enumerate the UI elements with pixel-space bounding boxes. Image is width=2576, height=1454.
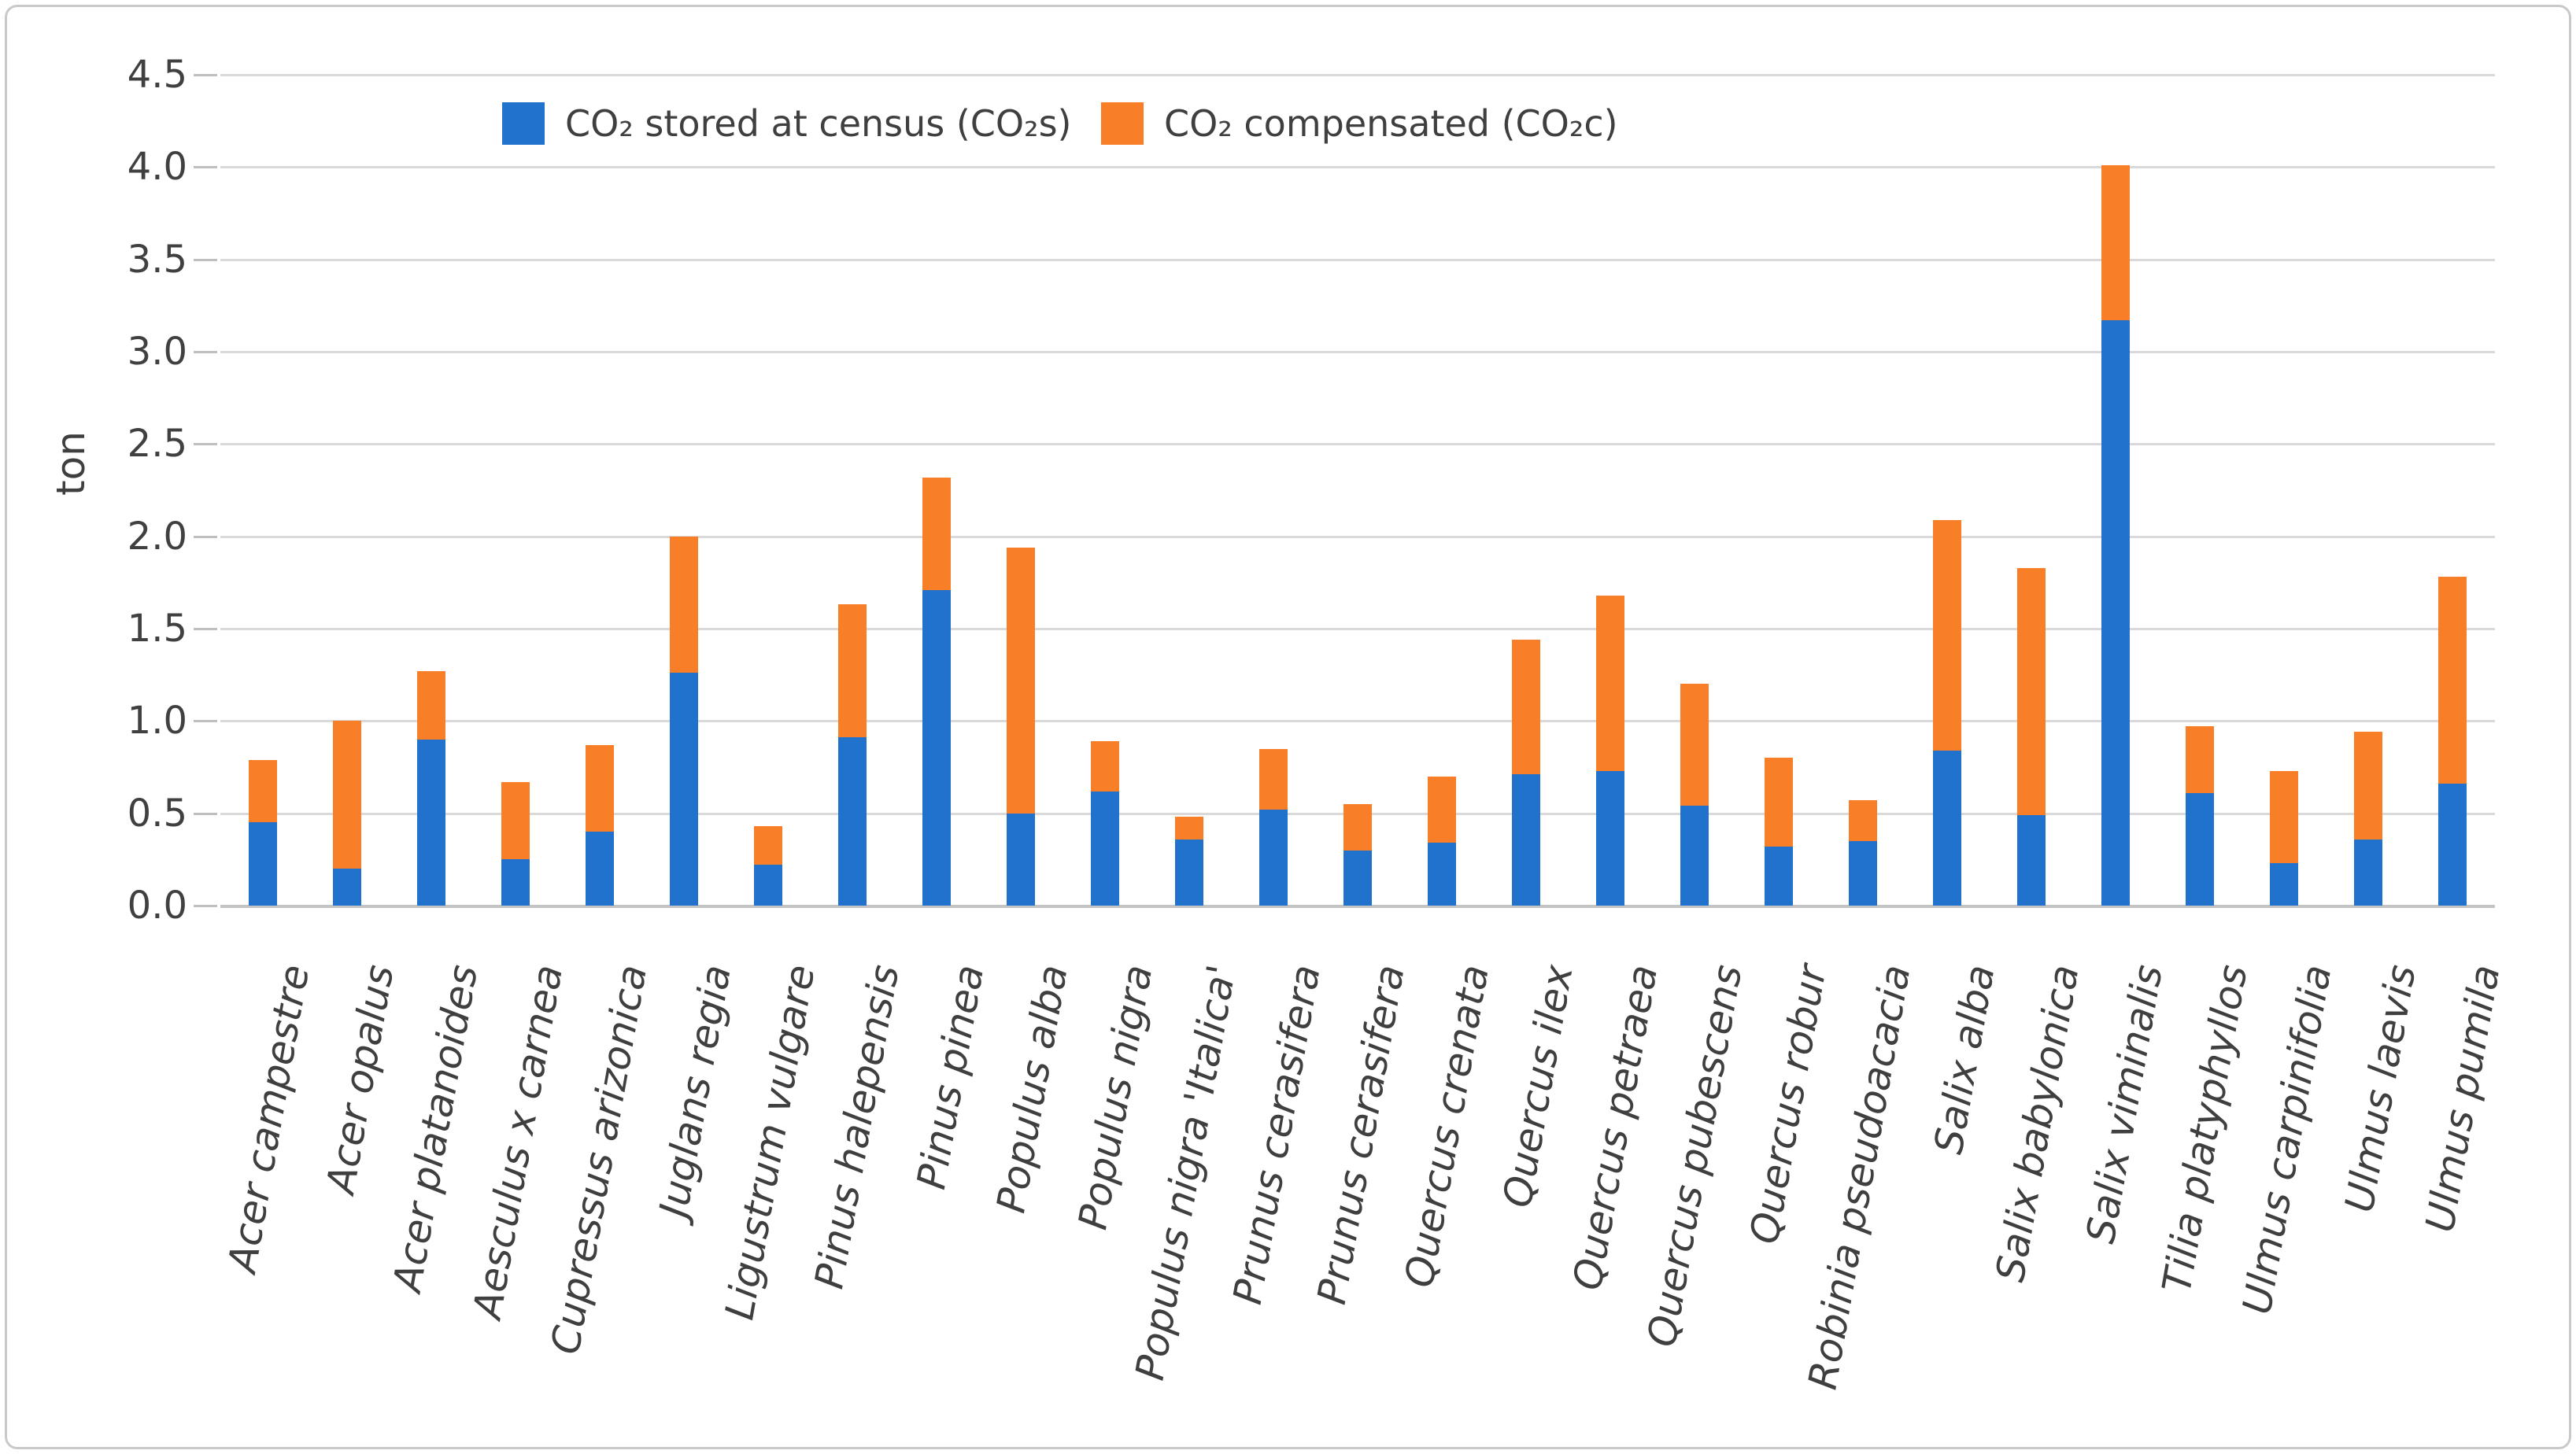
y-axis-tick-label: 4.0: [127, 145, 187, 190]
y-axis-tick-label: 0.0: [127, 884, 187, 928]
y-axis-tick: [194, 627, 217, 630]
bar-co2s-segment: [1933, 750, 1962, 906]
y-axis-tick: [194, 350, 217, 353]
y-axis-tick-label: 3.5: [127, 237, 187, 282]
bar-co2s-segment: [1343, 850, 1372, 906]
y-axis-tick-label: 4.5: [127, 52, 187, 97]
bar-co2s-segment: [1428, 843, 1457, 906]
bar-co2c-segment: [2270, 770, 2299, 864]
y-axis-tick: [194, 258, 217, 261]
y-axis-tick-label: 2.5: [127, 422, 187, 467]
bar-co2s-segment: [753, 865, 782, 906]
bar-co2s-segment: [922, 589, 951, 906]
bar-co2c-segment: [1258, 748, 1288, 810]
y-axis-tick-label: 1.5: [127, 606, 187, 651]
y-axis-tick: [194, 166, 217, 169]
gridline: [220, 443, 2495, 446]
bar-co2s-segment: [2270, 863, 2299, 906]
bar-co2s-segment: [1596, 770, 1625, 906]
y-axis-tick: [194, 73, 217, 76]
bar-co2c-segment: [837, 604, 867, 738]
y-axis-tick: [194, 905, 217, 907]
bar-co2s-segment: [1765, 846, 1794, 906]
bar-co2c-segment: [2186, 726, 2215, 793]
y-axis-tick: [194, 443, 217, 446]
gridline: [220, 627, 2495, 630]
bar-co2c-segment: [1849, 800, 1878, 841]
bar-co2c-segment: [753, 826, 782, 865]
bar-co2s-segment: [1849, 840, 1878, 906]
gridline: [220, 166, 2495, 169]
bar-co2c-segment: [1174, 817, 1203, 840]
bar-co2s-segment: [332, 869, 361, 906]
y-axis-tick-label: 0.5: [127, 791, 187, 836]
y-axis-tick: [194, 535, 217, 538]
bar-co2c-segment: [2438, 577, 2467, 784]
bar-co2c-segment: [1596, 595, 1625, 771]
bar-co2s-segment: [585, 832, 614, 906]
bar-co2c-segment: [332, 721, 361, 869]
bar-co2c-segment: [1765, 758, 1794, 847]
y-axis-tick: [194, 812, 217, 815]
bar-co2s-segment: [1680, 806, 1709, 906]
bar-co2c-segment: [585, 744, 614, 832]
bar-co2s-segment: [248, 822, 277, 906]
legend-item-co2c: CO₂ compensated (CO₂c): [1101, 102, 1618, 145]
bar-co2s-segment: [837, 737, 867, 906]
y-axis-tick-label: 2.0: [127, 514, 187, 559]
bar-co2c-segment: [1680, 684, 1709, 806]
gridline: [220, 73, 2495, 76]
bar-co2s-segment: [1174, 839, 1203, 906]
bar-co2s-segment: [1090, 791, 1119, 906]
bar-co2s-segment: [2438, 784, 2467, 906]
bar-co2s-segment: [1512, 774, 1541, 906]
bar-co2c-segment: [1343, 803, 1372, 851]
gridline: [220, 720, 2495, 723]
gridline: [220, 535, 2495, 538]
gridline: [220, 258, 2495, 261]
bar-co2c-segment: [1512, 640, 1541, 775]
bar-co2c-segment: [1933, 519, 1962, 751]
bar-co2s-segment: [669, 673, 698, 906]
bar-co2c-segment: [1090, 741, 1119, 792]
bar-co2s-segment: [501, 859, 530, 906]
bar-co2s-segment: [2186, 792, 2215, 906]
legend-item-co2s: CO₂ stored at census (CO₂s): [502, 102, 1071, 145]
bar-co2c-segment: [1428, 776, 1457, 843]
bar-co2c-segment: [2101, 164, 2131, 321]
gridline: [220, 350, 2495, 353]
y-axis-tick-label: 1.0: [127, 699, 187, 744]
figure-border: [5, 5, 2571, 1449]
bar-co2s-segment: [1006, 813, 1035, 906]
bar-co2c-segment: [501, 781, 530, 860]
bar-co2c-segment: [2017, 567, 2046, 815]
legend-swatch-co2s-icon: [502, 102, 545, 145]
bar-co2s-segment: [2354, 839, 2383, 906]
bar-co2c-segment: [248, 759, 277, 823]
bar-co2c-segment: [416, 670, 445, 740]
legend-label-co2s: CO₂ stored at census (CO₂s): [565, 102, 1072, 145]
bar-co2c-segment: [669, 536, 698, 673]
bar-co2c-segment: [1006, 547, 1035, 814]
bar-co2s-segment: [416, 739, 445, 906]
bar-co2s-segment: [1258, 809, 1288, 906]
bar-co2s-segment: [2017, 815, 2046, 906]
x-axis-line: [220, 905, 2495, 908]
legend-swatch-co2c-icon: [1101, 102, 1144, 145]
bar-co2s-segment: [2101, 320, 2131, 906]
legend-label-co2c: CO₂ compensated (CO₂c): [1164, 102, 1618, 145]
bar-co2c-segment: [2354, 732, 2383, 840]
y-axis-tick: [194, 720, 217, 723]
bar-co2c-segment: [922, 477, 951, 590]
y-axis-tick-label: 3.0: [127, 329, 187, 374]
